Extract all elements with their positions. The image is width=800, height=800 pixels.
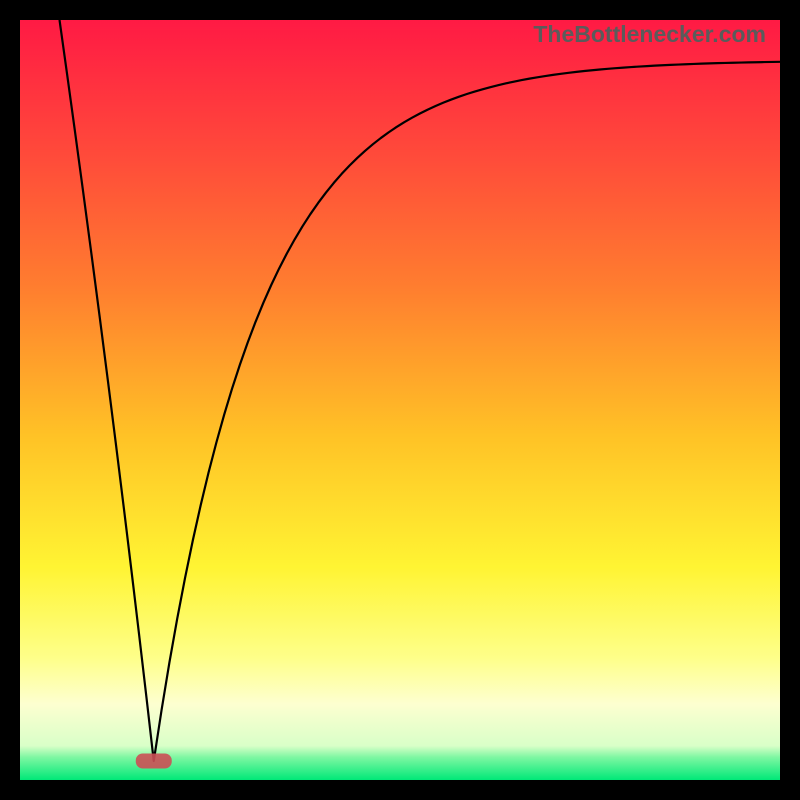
chart-frame: TheBottlenecker.com <box>0 0 800 800</box>
optimal-marker <box>136 754 172 769</box>
bottleneck-chart <box>20 20 780 780</box>
gradient-background <box>20 20 780 780</box>
watermark-text: TheBottlenecker.com <box>533 21 766 48</box>
